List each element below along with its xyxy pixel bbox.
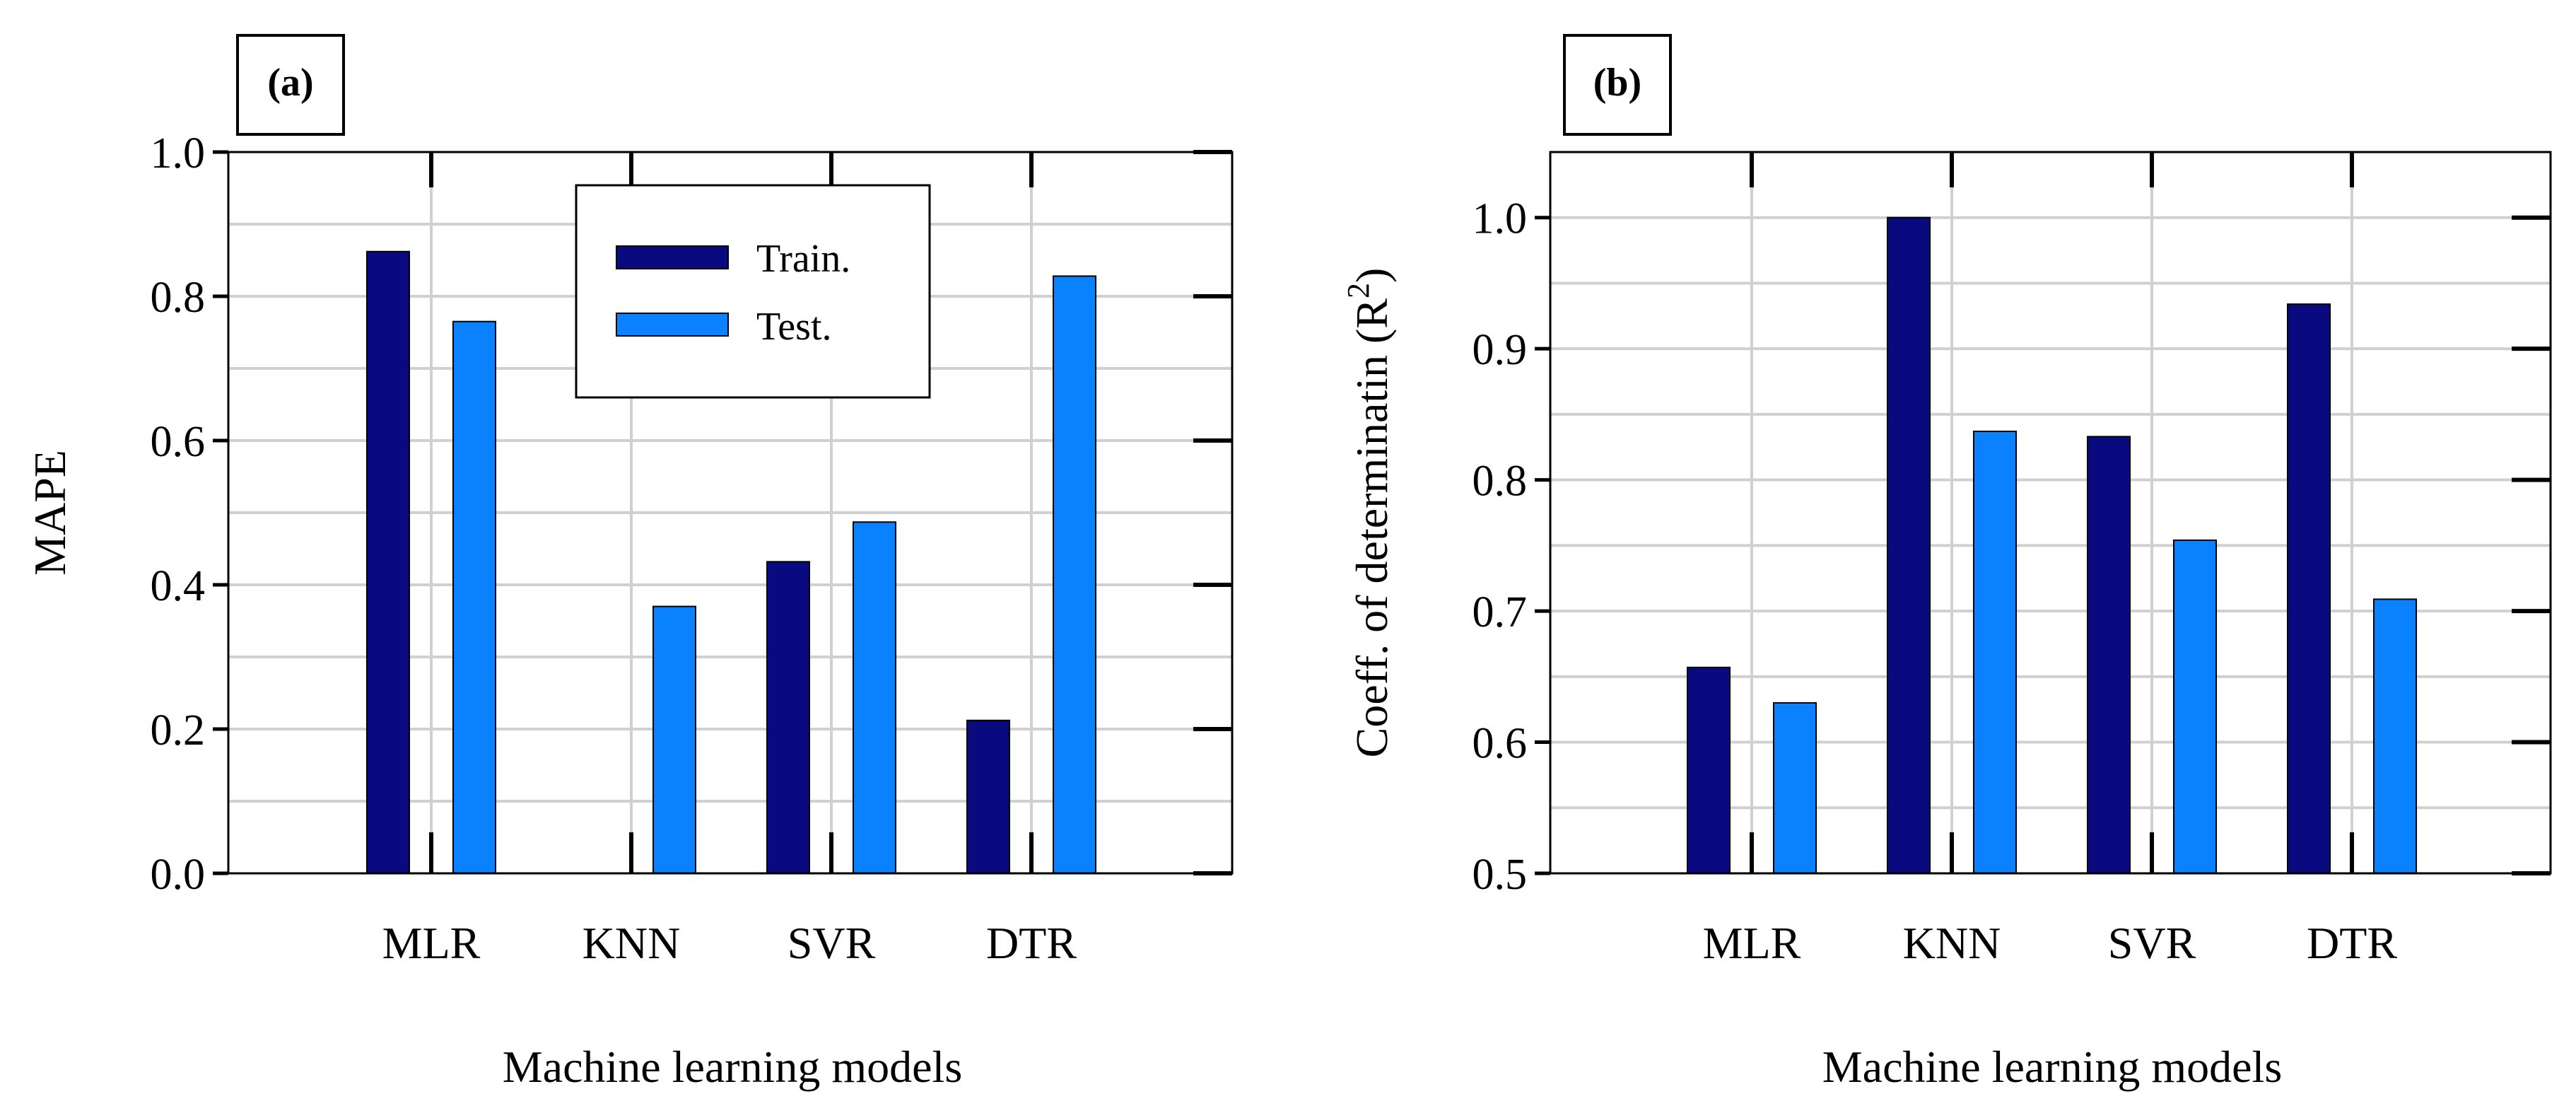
bar-train-knn [1887, 216, 1931, 874]
legend-box [575, 184, 931, 399]
panel-b-x-tick-label: MLR [1703, 918, 1801, 968]
panel-a-plot-frame [227, 151, 1234, 875]
panel-a-x-tick-label: SVR [788, 918, 876, 968]
panel-a-y-tick-label: 0.0 [151, 851, 206, 899]
panel-b: (b) 0.5 0.6 0.7 0.8 0.9 1.0 MLR KNN SVR DTR Mach… [1341, 34, 2552, 1092]
legend-label-test: Test. [756, 305, 832, 349]
bar-test-dtr [1053, 275, 1096, 874]
panel-b-y-axis-label-close: ) [1347, 268, 1397, 283]
panel-b-y-tick-label: 0.7 [1473, 588, 1528, 636]
bar-test-svr [2173, 539, 2217, 874]
panel-a-x-tick-label: DTR [986, 918, 1077, 968]
legend-swatch-train [616, 245, 729, 269]
bar-test-dtr [2373, 598, 2417, 875]
panel-b-x-axis-label: Machine learning models [1822, 1042, 2282, 1092]
panel-b-y-tick-label: 1.0 [1473, 195, 1528, 243]
bar-train-svr [2087, 436, 2131, 874]
panel-b-y-axis-label-sup: 2 [1341, 283, 1376, 298]
bar-test-knn [652, 605, 696, 874]
panel-a-label: (a) [267, 61, 313, 105]
bar-train-dtr [966, 719, 1010, 875]
panel-b-plot-frame [1549, 151, 2552, 875]
panel-a-x-axis-label: Machine learning models [503, 1042, 962, 1092]
panel-b-y-tick-label: 0.9 [1473, 326, 1528, 374]
legend-swatch-test [616, 313, 729, 337]
panel-a-label-box [236, 34, 345, 136]
bar-train-svr [766, 561, 810, 874]
bar-test-mlr [1773, 701, 1817, 875]
panel-b-bars [1687, 216, 2417, 875]
bar-test-svr [853, 521, 896, 874]
panel-b-x-tick-label: DTR [2307, 918, 2397, 968]
panel-b-y-tick-labels: 0.5 0.6 0.7 0.8 0.9 1.0 [1473, 195, 1528, 899]
panel-b-y-tick-label: 0.5 [1473, 851, 1528, 899]
panel-a-y-tick-label: 0.6 [151, 418, 206, 466]
bar-train-mlr [1687, 666, 1731, 874]
panel-b-y-axis-label-main: Coeff. of determinatin (R [1347, 298, 1397, 758]
panel-b-y-axis-label: Coeff. of determinatin (R2) [1341, 268, 1397, 758]
bar-train-mlr [366, 250, 410, 874]
legend-label-train: Train. [756, 237, 850, 281]
panel-b-y-tick-label: 0.8 [1473, 458, 1528, 506]
panel-a-y-tick-label: 0.8 [151, 274, 206, 322]
panel-a-y-tick-label: 0.4 [151, 562, 206, 610]
bar-test-mlr [452, 320, 496, 874]
legend: Train. Test. [575, 184, 931, 399]
panel-a-y-tick-labels: 0.0 0.2 0.4 0.6 0.8 1.0 [151, 129, 206, 899]
panel-b-y-tick-label: 0.6 [1473, 720, 1528, 768]
bar-train-dtr [2287, 303, 2331, 874]
panel-a-x-tick-label: MLR [382, 918, 481, 968]
panel-a-y-axis-label: MAPE [25, 450, 75, 576]
panel-b-x-tick-label: SVR [2108, 918, 2196, 968]
bar-test-knn [1973, 431, 2017, 874]
panel-a-bars [366, 250, 1096, 875]
panel-a-x-tick-label: KNN [582, 918, 681, 968]
panel-a: (a) 0.0 0.2 0.4 0.6 0.8 1.0 MLR KNN SVR DTR Mach… [25, 34, 1234, 1092]
panel-b-label-box [1563, 34, 1672, 136]
panel-a-x-tick-labels: MLR KNN SVR DTR [382, 918, 1077, 968]
panel-b-label: (b) [1593, 61, 1641, 105]
panel-a-y-tick-label: 0.2 [151, 706, 206, 755]
panel-b-x-tick-label: KNN [1903, 918, 2001, 968]
panel-a-y-tick-label: 1.0 [151, 129, 206, 177]
panel-b-x-tick-labels: MLR KNN SVR DTR [1703, 918, 2398, 968]
